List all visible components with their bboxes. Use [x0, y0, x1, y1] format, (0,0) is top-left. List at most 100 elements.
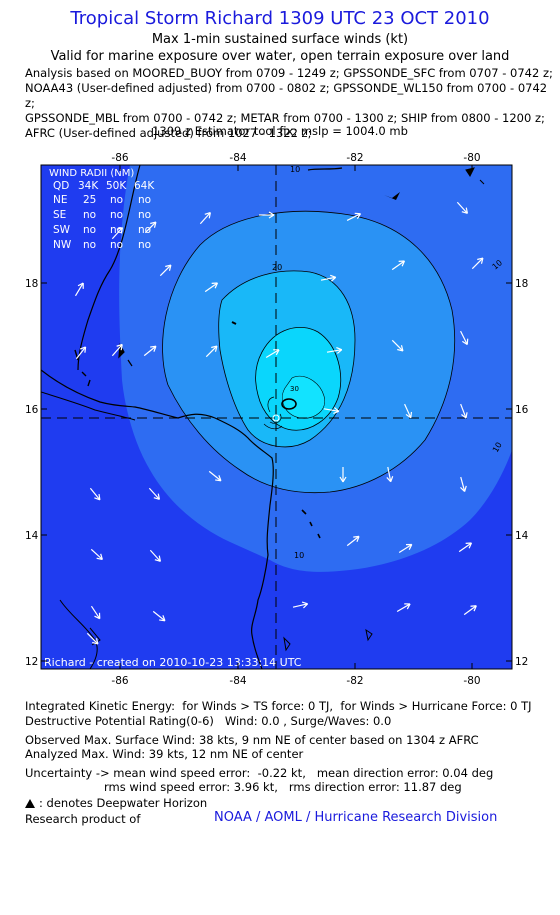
wind-vector: [265, 349, 280, 359]
wind-vector-head: [470, 605, 477, 612]
west-coast: [59, 599, 98, 669]
wind-vector-head: [116, 343, 123, 351]
plot-frame: [40, 164, 513, 670]
wind-vector: [90, 548, 103, 560]
lat-label-left-16: 16: [25, 404, 39, 416]
wind-vector-head: [405, 543, 413, 550]
wind-vector-head: [94, 493, 101, 501]
map-created-label: Richard - created on 2010-10-23 13:33:14…: [44, 656, 302, 669]
contour-label-20: 20: [272, 263, 282, 272]
wind-radii-row-sw-34k: no: [83, 224, 96, 236]
wind-vector: [204, 282, 218, 293]
wind-vector-head: [460, 485, 467, 492]
wind-vector-head: [150, 345, 157, 352]
wind-vectors: [74, 201, 484, 645]
deepwater-triangle-icon: [25, 799, 35, 808]
wind-vector: [398, 543, 413, 554]
estimator-fix: 1309 z Estimator tool fix; mslp = 1004.0…: [152, 124, 408, 138]
analysis-sources: Analysis based on MOORED_BUOY from 0709 …: [25, 66, 553, 140]
wind-vector: [346, 213, 361, 221]
wind-radii-row-sw-50k: no: [110, 224, 123, 236]
wind-vector: [149, 549, 161, 562]
wind-vector: [346, 535, 360, 547]
wind-vector-head: [398, 260, 406, 267]
lon-label-bottom-80: -80: [463, 675, 480, 687]
contour-label-10-south: 10: [294, 551, 304, 560]
wind-vector-head: [461, 412, 468, 419]
wind-vector: [144, 221, 157, 234]
wind-vector: [205, 345, 218, 358]
lon-label-top-84: -84: [229, 152, 246, 164]
islands-ne: [465, 167, 485, 185]
lat-label-right-16: 16: [515, 404, 529, 416]
contour-label-10-top: 10: [290, 165, 300, 174]
lat-label-left-18: 18: [25, 278, 38, 290]
wind-vector-head: [301, 601, 309, 609]
tick-marks: [41, 165, 512, 669]
wind-vector: [396, 603, 411, 613]
wind-radii-table: WIND RADII (NM) QD 34K 50K 64K NE 25 no …: [49, 168, 155, 251]
wind-vector: [460, 476, 466, 492]
inner-coast: [41, 391, 136, 421]
lat-label-right-12: 12: [515, 656, 528, 668]
wind-radii-title: WIND RADII (NM): [49, 168, 134, 179]
wind-vector: [75, 346, 87, 360]
contour-label-30: 30: [290, 385, 299, 393]
wind-vector: [199, 212, 211, 225]
wind-radii-row-ne-64k: no: [138, 194, 151, 206]
swan-island: [231, 321, 237, 325]
cayman-1: [307, 167, 343, 171]
lon-label-top-86: -86: [111, 152, 128, 164]
wind-vector-head: [211, 282, 219, 289]
deepwater-legend-text: : denotes Deepwater Horizon: [39, 796, 208, 810]
hrd-credit: NOAA / AOML / Hurricane Research Divisio…: [214, 810, 498, 825]
contour-label-10-se: 10: [491, 441, 504, 454]
wind-radii-row-se-34k: no: [83, 209, 96, 221]
subtitle-winds: Max 1-min sustained surface winds (kt): [151, 32, 409, 47]
ike-line: Integrated Kinetic Energy: for Winds > T…: [25, 699, 532, 713]
wind-vector-head: [405, 411, 413, 419]
wind-radii-row-ne-34k: 25: [83, 194, 96, 206]
wind-vector-head: [386, 476, 394, 483]
wind-radii-row-sw-64k: no: [138, 224, 151, 236]
wind-vector: [320, 276, 336, 281]
wind-vector-head: [96, 553, 103, 561]
wind-radii-row-se-64k: no: [138, 209, 151, 221]
observed-max-line: Observed Max. Surface Wind: 38 kts, 9 nm…: [25, 733, 479, 747]
wind-vector: [208, 470, 222, 482]
wind-vector: [391, 339, 404, 352]
wind-vector: [111, 344, 123, 357]
wind-vector: [89, 487, 101, 501]
wind-vector-head: [354, 212, 362, 219]
wind-vector: [86, 632, 99, 645]
dpr-line: Destructive Potential Rating(0-6) Wind: …: [25, 714, 392, 728]
wind-radii-row-ne-qd: NE: [53, 194, 68, 206]
lat-label-left-12: 12: [25, 656, 38, 668]
wind-vector: [159, 264, 172, 277]
wind-radii-col-qd: QD: [53, 180, 69, 192]
subtitle-exposure: Valid for marine exposure over water, op…: [50, 49, 510, 64]
research-product-label: Research product of: [25, 812, 141, 826]
max-wind-contour: [281, 398, 297, 410]
wind-vector: [326, 349, 342, 353]
wind-analysis-map: 10 20 30 10 10 10 WIND RADII (NM) QD 34K…: [25, 152, 529, 687]
wind-vector: [387, 466, 392, 482]
map-title: Tropical Storm Richard 1309 UTC 23 OCT 2…: [70, 8, 490, 29]
wind-radii-row-se-50k: no: [110, 209, 123, 221]
wind-vector: [456, 201, 468, 214]
lon-label-top-82: -82: [346, 152, 363, 164]
wind-vector-head: [211, 345, 218, 352]
wind-vector-head: [461, 207, 469, 214]
uncertainty-line-1: Uncertainty -> mean wind speed error: -0…: [25, 766, 494, 780]
wind-radii-col-64k: 64K: [134, 180, 155, 192]
wind-vector-head: [92, 638, 99, 645]
wind-radii-row-nw-qd: NW: [53, 239, 72, 251]
wind-vector-head: [116, 227, 124, 234]
wind-vector-head: [153, 493, 161, 500]
cays-south: [301, 509, 321, 539]
wind-vector-head: [77, 282, 84, 289]
lat-label-right-14: 14: [515, 530, 529, 542]
wind-radii-col-50k: 50K: [106, 180, 127, 192]
wind-vector: [143, 345, 157, 357]
lon-label-bottom-82: -82: [346, 675, 363, 687]
